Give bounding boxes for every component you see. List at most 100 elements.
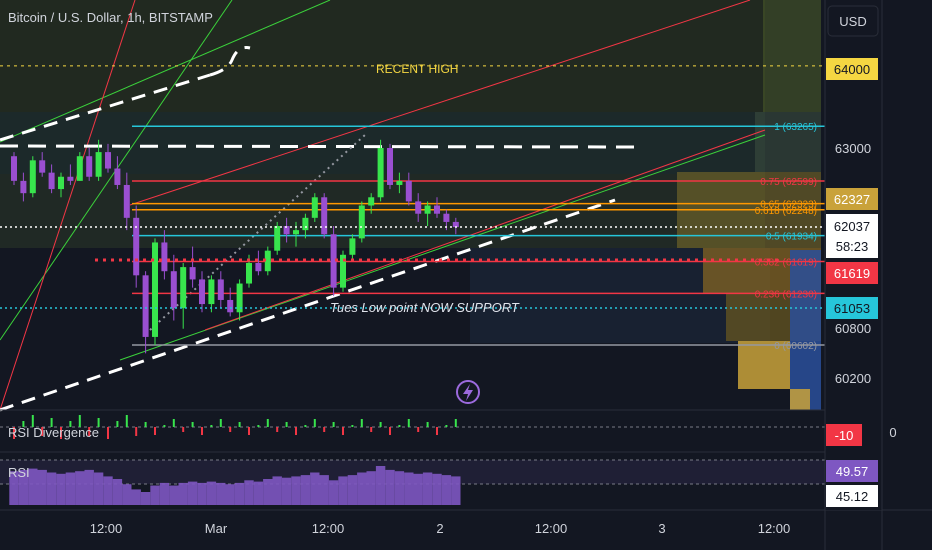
red-trendline-2	[129, 0, 751, 206]
candle	[321, 193, 328, 239]
time-axis[interactable]: 12:00 Mar 12:00 2 12:00 3 12:00	[90, 521, 791, 536]
candle	[142, 271, 149, 354]
divergence-bar	[78, 415, 81, 427]
time-tick-6: 12:00	[758, 521, 791, 536]
rsi-bar	[122, 484, 132, 505]
rsi-bar	[150, 485, 160, 505]
currency-button[interactable]: USD	[827, 5, 879, 37]
candle	[208, 275, 215, 313]
rsi-label: RSI	[8, 465, 30, 480]
rsi-bar	[93, 472, 104, 505]
rsi-bar	[300, 475, 311, 505]
svg-text:62037: 62037	[834, 219, 870, 234]
divergence-bar	[426, 422, 429, 427]
badge-rsi-signal: 45.12	[826, 485, 878, 507]
divergence-bar	[22, 421, 25, 427]
rsi-bar	[263, 479, 273, 505]
rsi-bar	[9, 471, 19, 505]
divergence-bar	[50, 418, 53, 427]
candle	[358, 201, 365, 243]
divergence-bar	[238, 422, 241, 427]
divergence-bar	[116, 421, 119, 427]
divergence-bar	[31, 415, 34, 427]
badge-current-price: 62037 58:23	[826, 214, 878, 258]
lightning-icon[interactable]	[456, 380, 480, 404]
candle	[340, 250, 346, 292]
candle	[236, 279, 243, 321]
rsi-bar	[18, 469, 29, 505]
rsi-bar	[169, 485, 179, 505]
candle	[29, 156, 36, 198]
divergence-bar	[154, 427, 156, 435]
divergence-bar	[276, 427, 279, 432]
candle	[180, 263, 187, 329]
rsi-bar	[103, 476, 113, 505]
rsi-divergence-side-value: 0	[889, 425, 896, 440]
svg-text:64000: 64000	[834, 62, 870, 77]
support-annotation: Tues Low point NOW SUPPORT	[330, 300, 520, 315]
candle	[387, 143, 393, 190]
rsi-bar	[197, 482, 207, 505]
rsi-bar	[432, 473, 442, 505]
divergence-bar	[417, 427, 420, 432]
divergence-bar	[13, 427, 15, 439]
candle	[311, 193, 318, 222]
divergence-bar	[97, 418, 100, 427]
divergence-bar	[163, 425, 166, 427]
candle	[302, 213, 309, 239]
candle	[20, 172, 27, 202]
rsi-bar	[187, 481, 198, 505]
svg-text:61619: 61619	[834, 266, 870, 281]
divergence-bar	[135, 427, 138, 436]
divergence-bar	[41, 427, 44, 436]
candle	[368, 193, 375, 214]
white-dashed-channel-upper	[0, 73, 211, 142]
divergence-bar	[229, 427, 232, 432]
candle	[396, 172, 403, 194]
rsi-bar	[131, 489, 141, 505]
time-tick-3: 2	[436, 521, 443, 536]
candle	[452, 217, 459, 235]
candle	[199, 271, 205, 313]
rsi-bar	[37, 469, 47, 505]
symbol-title: Bitcoin / U.S. Dollar, 1h, BITSTAMP	[8, 10, 213, 25]
divergence-bar	[172, 419, 175, 427]
volume-profile-7	[790, 250, 821, 410]
candle	[434, 197, 440, 218]
rsi-bar	[46, 472, 57, 505]
divergence-bar	[285, 422, 288, 427]
rsi-bar	[281, 477, 292, 505]
svg-text:49.57: 49.57	[836, 464, 869, 479]
candle	[133, 205, 140, 288]
badge-61619: 61619	[826, 262, 878, 284]
rsi-bar	[394, 471, 405, 505]
svg-text:45.12: 45.12	[836, 489, 869, 504]
rsi-bar	[422, 472, 433, 505]
level-label-1: 1 (63265)	[774, 122, 817, 133]
candle	[264, 246, 271, 276]
rsi-bar	[338, 476, 348, 505]
divergence-bar	[398, 425, 401, 427]
rsi-bar	[441, 475, 452, 505]
divergence-bar	[407, 419, 410, 427]
rsi-histogram	[9, 466, 461, 505]
rsi-bar	[319, 475, 329, 505]
divergence-bar	[248, 427, 250, 435]
candle	[39, 152, 46, 177]
green-trendline-2	[0, 0, 331, 143]
rsi-bar	[357, 472, 367, 505]
divergence-bar	[370, 427, 373, 432]
candles	[11, 139, 459, 354]
rsi-bar	[159, 482, 170, 505]
candle	[105, 143, 111, 173]
rsi-bar	[413, 473, 423, 505]
rsi-bar	[178, 482, 188, 505]
svg-text:61053: 61053	[834, 301, 870, 316]
volume-profile-6	[738, 341, 790, 389]
time-tick-4: 12:00	[535, 521, 568, 536]
rsi-bar	[225, 484, 235, 505]
zone-upper	[0, 0, 765, 112]
candle	[217, 271, 224, 309]
candle	[274, 221, 281, 255]
candle	[255, 250, 262, 276]
